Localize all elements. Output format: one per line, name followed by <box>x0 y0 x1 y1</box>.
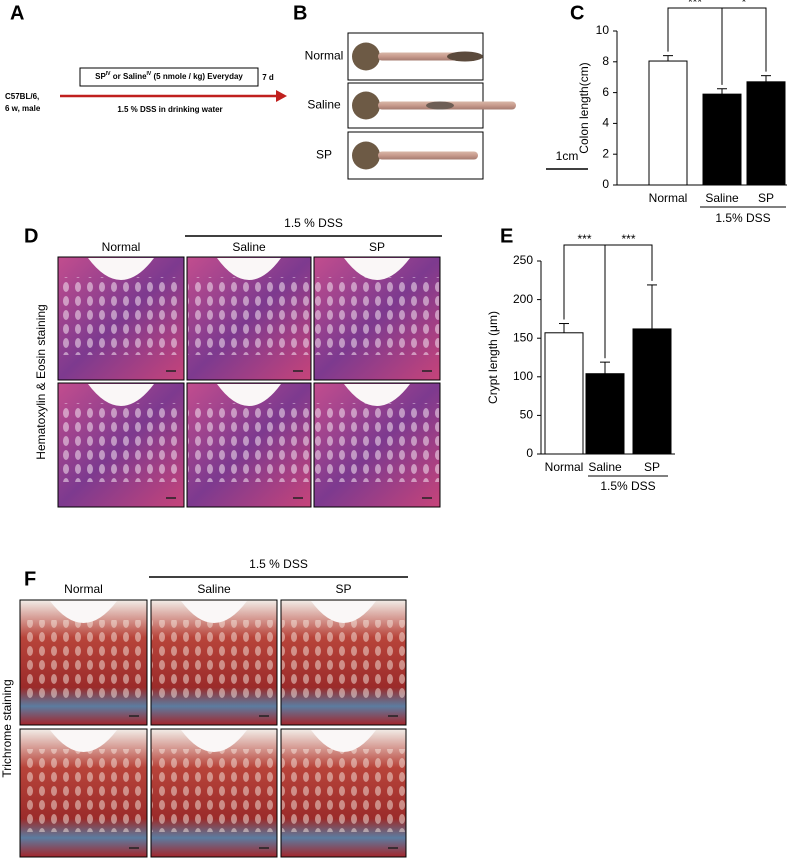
label: 1.5 % DSS <box>284 216 343 230</box>
label: Normal <box>102 240 141 254</box>
colon <box>378 52 470 61</box>
x-tick-label: SP <box>758 191 774 205</box>
crypts <box>21 749 146 832</box>
significance-label: *** <box>688 0 702 9</box>
y-tick-label: 6 <box>602 85 609 99</box>
label: Saline <box>232 240 266 254</box>
crypts <box>152 620 276 700</box>
y-tick-label: 2 <box>602 146 609 160</box>
arrow-head <box>276 90 287 102</box>
bar <box>544 332 584 455</box>
row-label: SP <box>316 148 332 162</box>
label: SP <box>369 240 385 254</box>
y-tick-label: 50 <box>520 408 534 422</box>
significance-bracket <box>604 244 653 359</box>
crypts <box>188 277 310 355</box>
bar <box>648 60 688 186</box>
crypts <box>282 749 405 832</box>
label: Trichrome staining <box>0 679 14 777</box>
treatment-box <box>79 67 259 87</box>
significance-label: * <box>742 0 747 9</box>
y-tick-label: 200 <box>513 292 533 306</box>
y-tick-label: 0 <box>526 446 533 460</box>
crypts <box>59 403 183 482</box>
crypts <box>21 620 146 700</box>
label: 7 d <box>262 73 274 82</box>
row-label: Saline <box>307 98 341 112</box>
label: 1cm <box>556 149 579 163</box>
y-tick-label: 100 <box>513 369 533 383</box>
significance-bracket <box>721 7 767 85</box>
lumen <box>88 258 154 280</box>
label: C57BL/6, <box>5 92 39 101</box>
y-tick-label: 250 <box>513 253 533 267</box>
y-tick-label: 4 <box>602 116 609 130</box>
treatment-part: SP <box>95 72 106 81</box>
label: 1.5 % DSS <box>249 557 308 571</box>
bar <box>585 373 625 455</box>
panel-label: B <box>293 2 307 24</box>
feces <box>426 101 454 110</box>
y-axis-label: Crypt length (μm) <box>486 311 500 404</box>
lumen <box>217 384 281 406</box>
crypts <box>152 749 276 832</box>
y-tick-label: 8 <box>602 54 609 68</box>
x-tick-label: Saline <box>588 460 622 474</box>
x-tick-label: Normal <box>649 191 688 205</box>
group-label: 1.5% DSS <box>600 479 655 493</box>
crypts <box>188 403 310 482</box>
lumen <box>217 258 281 280</box>
treatment-part: (5 nmole / kg) Everyday <box>151 72 243 81</box>
crypts <box>315 277 439 355</box>
significance-label: *** <box>577 232 591 246</box>
label: Saline <box>197 582 231 596</box>
label: Hematoxylin & Eosin staining <box>34 304 48 459</box>
treatment-part: IV <box>106 71 111 77</box>
feces <box>447 51 483 62</box>
crypts <box>315 403 439 482</box>
cecum <box>352 141 380 170</box>
lumen <box>311 601 376 623</box>
x-tick-label: Normal <box>545 460 584 474</box>
lumen <box>344 258 410 280</box>
panel-label: E <box>500 225 513 247</box>
treatment-part: or Saline <box>111 72 148 81</box>
crypts <box>59 277 183 355</box>
panel-label: C <box>570 2 584 24</box>
y-tick-label: 10 <box>596 23 610 37</box>
lumen <box>311 730 376 752</box>
bar <box>702 93 742 186</box>
row-label: Normal <box>305 49 344 63</box>
significance-label: *** <box>621 232 635 246</box>
colon <box>378 151 478 160</box>
label: 1.5 % DSS in drinking water <box>117 105 222 114</box>
crypts <box>282 620 405 700</box>
lumen <box>50 601 117 623</box>
treatment-label: SPIV or SalineIV (5 nmole / kg) Everyday <box>95 71 243 81</box>
cecum <box>352 91 380 120</box>
lumen <box>50 730 117 752</box>
panel-label: A <box>10 2 24 24</box>
bar <box>746 81 786 186</box>
y-tick-label: 150 <box>513 330 533 344</box>
label: SP <box>335 582 351 596</box>
treatment-part: IV <box>147 71 152 77</box>
lumen <box>88 384 154 406</box>
y-axis-label: Colon length(cm) <box>577 62 591 153</box>
label: 6 w, male <box>5 104 41 113</box>
panel-label: D <box>24 225 38 247</box>
lumen <box>181 730 247 752</box>
x-tick-label: Saline <box>705 191 739 205</box>
panel-label: F <box>24 568 36 590</box>
x-tick-label: SP <box>644 460 660 474</box>
label: Normal <box>64 582 103 596</box>
bar <box>632 328 672 455</box>
y-tick-label: 0 <box>602 177 609 191</box>
lumen <box>344 384 410 406</box>
cecum <box>352 42 380 71</box>
lumen <box>181 601 247 623</box>
group-label: 1.5% DSS <box>715 211 770 225</box>
